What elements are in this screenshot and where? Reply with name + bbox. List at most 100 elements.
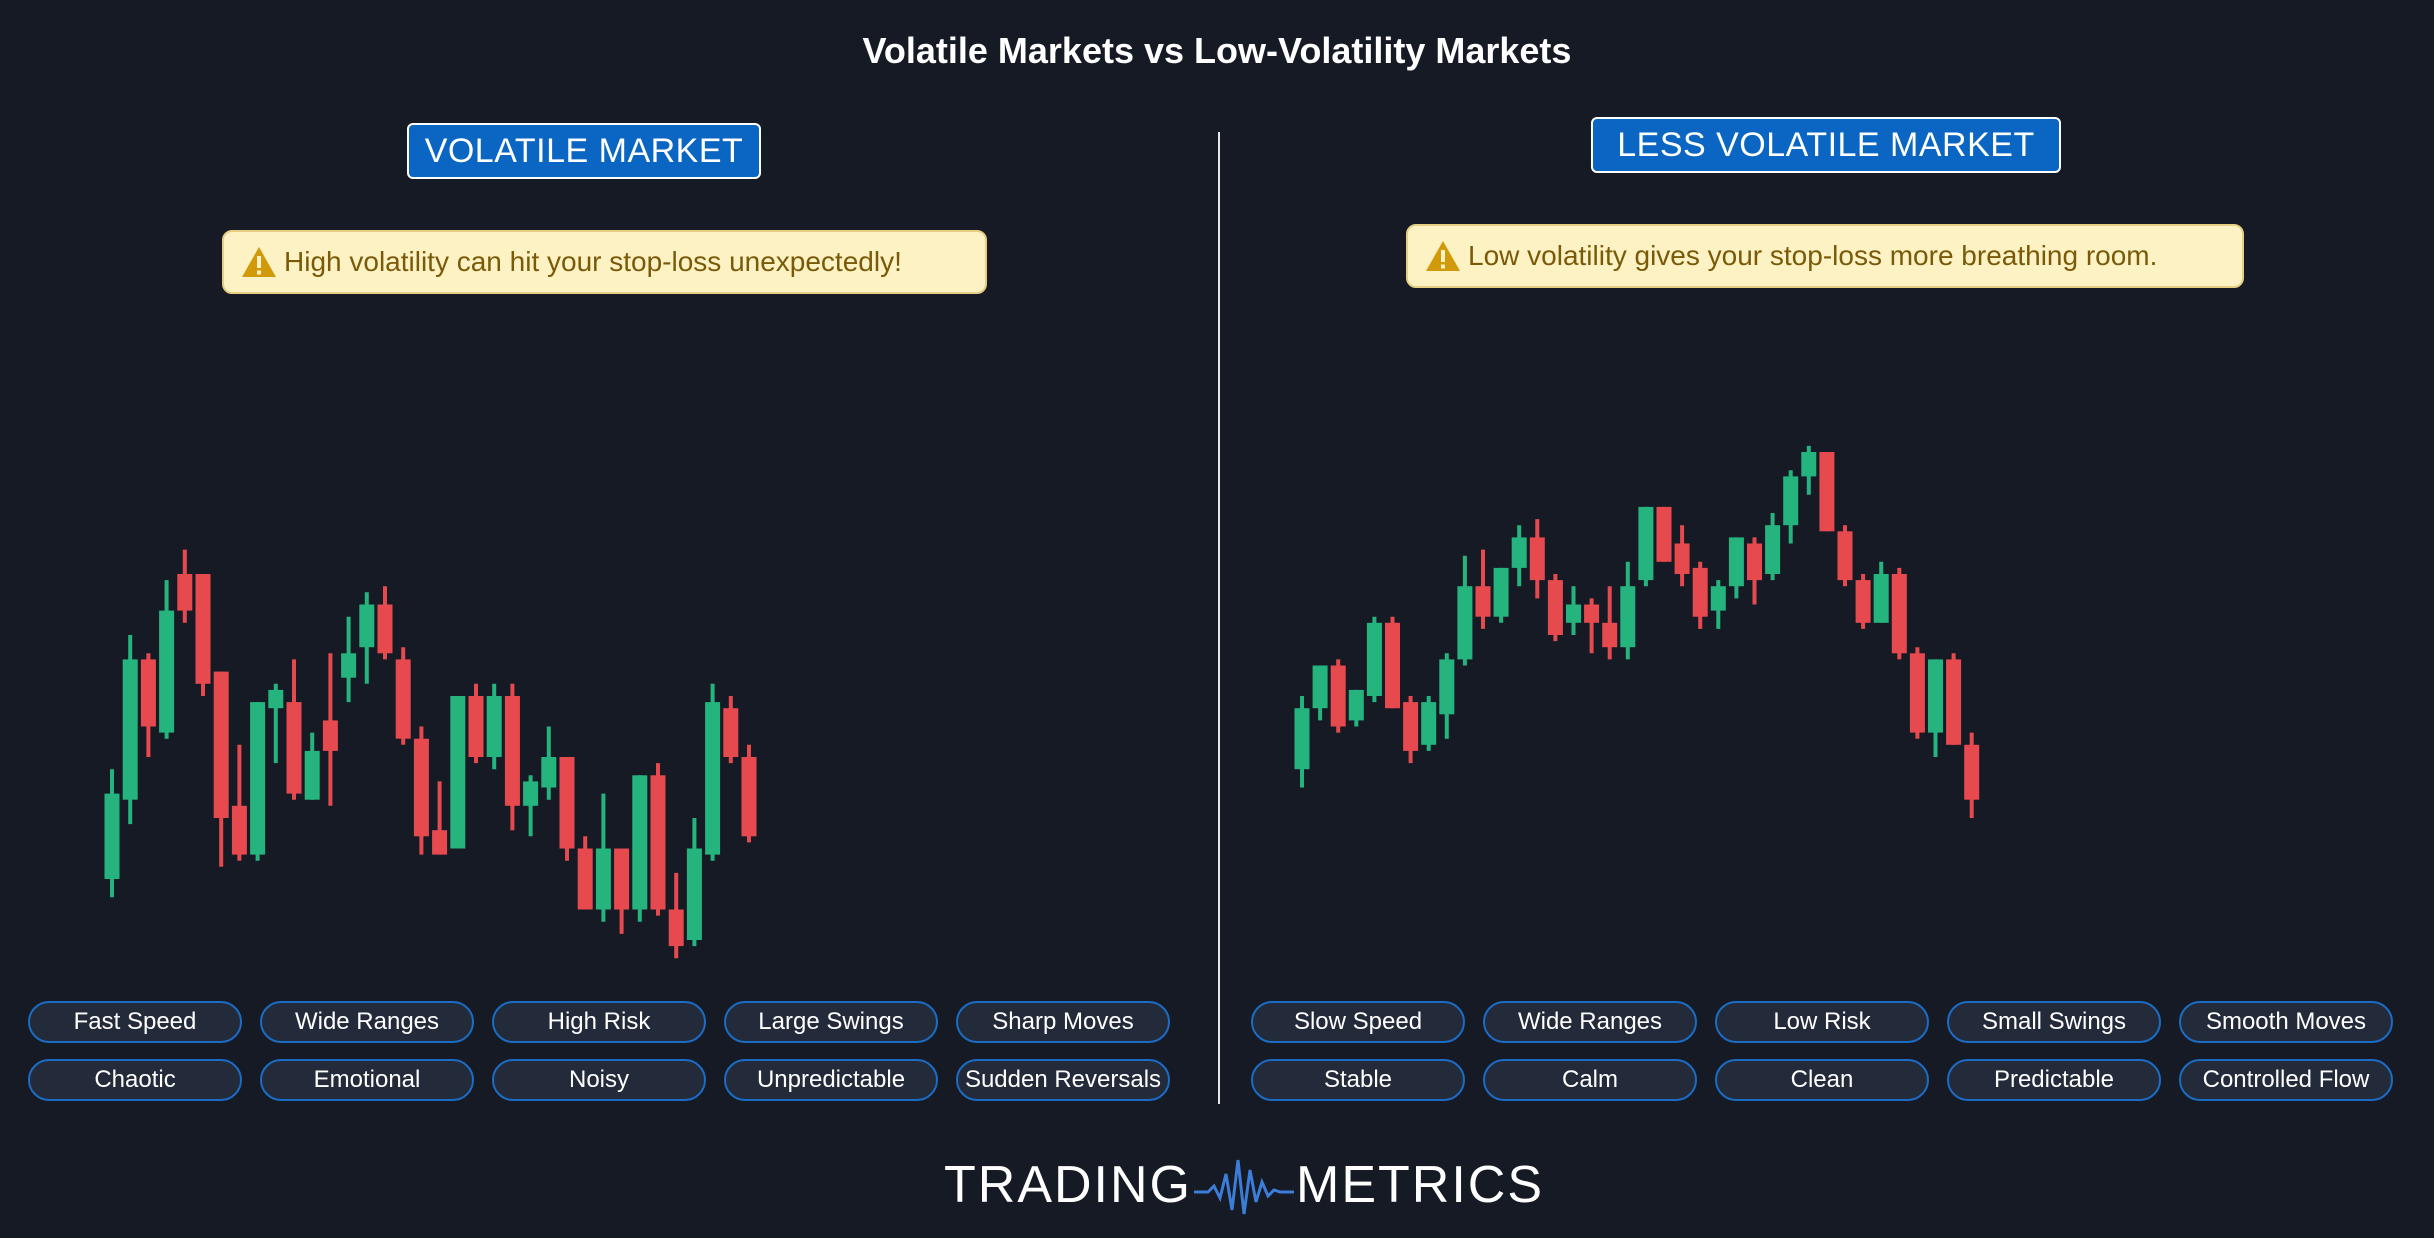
candle-body: [1385, 622, 1400, 709]
candle-body: [650, 775, 666, 910]
candle: [1964, 732, 1980, 818]
warning-text: High volatility can hit your stop-loss u…: [284, 246, 902, 277]
candle: [1493, 567, 1509, 623]
candle-body: [486, 696, 502, 757]
candle-body: [614, 848, 630, 910]
candle-body: [541, 757, 557, 788]
candle-body: [1891, 574, 1907, 654]
candle: [1747, 537, 1762, 605]
candle: [723, 696, 739, 764]
less-volatile-candlestick-chart: [1294, 445, 1980, 818]
candle: [523, 775, 539, 837]
tag-pill: Wide Ranges: [260, 1001, 474, 1043]
candle-body: [1439, 659, 1455, 715]
candle: [1692, 561, 1708, 629]
candle-body: [1946, 659, 1962, 745]
candle: [1819, 452, 1835, 532]
candle-body: [1837, 531, 1853, 581]
candle: [1366, 616, 1382, 703]
candle: [1475, 549, 1491, 629]
candle-body: [395, 659, 411, 739]
candle-body: [432, 830, 448, 855]
candle: [286, 659, 302, 800]
candle: [468, 683, 484, 764]
candle: [1928, 659, 1943, 757]
candle-body: [1602, 622, 1618, 648]
tag-pill: High Risk: [492, 1001, 706, 1043]
candle-body: [1964, 744, 1980, 800]
candle-body: [1765, 525, 1781, 574]
candle-body: [468, 696, 484, 757]
candle: [104, 769, 120, 898]
warning-icon: [1426, 241, 1460, 271]
candle-body: [723, 708, 739, 757]
candle-body: [1873, 574, 1889, 623]
candle: [1312, 665, 1328, 721]
candle-body: [231, 805, 247, 855]
candle: [668, 872, 684, 959]
candle-body: [1421, 702, 1437, 745]
candle-body: [1403, 702, 1419, 751]
candle: [195, 574, 211, 696]
tag-pill: Noisy: [492, 1059, 706, 1101]
candle: [395, 647, 411, 745]
candle: [595, 793, 611, 922]
candle: [1837, 525, 1853, 587]
candle-body: [1566, 604, 1581, 623]
warning-icon: [242, 247, 276, 277]
logo-text-right: METRICS: [1296, 1156, 1544, 1214]
candle-body: [1783, 476, 1799, 526]
tag-pill: Small Swings: [1947, 1001, 2161, 1043]
candle: [322, 653, 338, 806]
candle: [250, 702, 266, 861]
candle-body: [741, 757, 757, 837]
candle: [577, 836, 593, 910]
candle-body: [159, 610, 175, 733]
candle: [650, 763, 666, 916]
tag-pill: Unpredictable: [724, 1059, 938, 1101]
candle-body: [213, 671, 229, 818]
candle-body: [559, 757, 575, 849]
candle-body: [1493, 567, 1509, 617]
volatile-warning-banner: High volatility can hit your stop-loss u…: [222, 230, 987, 294]
candle-body: [577, 848, 593, 910]
candle: [231, 744, 247, 861]
candle: [177, 549, 193, 623]
candle: [741, 744, 757, 843]
candle-body: [341, 653, 357, 678]
candle-body: [1547, 580, 1563, 635]
candle-body: [140, 659, 156, 727]
candle-body: [1710, 586, 1726, 611]
candle: [1584, 598, 1600, 654]
candle-body: [1819, 452, 1835, 532]
candle: [686, 818, 702, 947]
candle-body: [1511, 537, 1527, 568]
less-volatile-warning-banner: Low volatility gives your stop-loss more…: [1406, 224, 2244, 288]
candle-body: [1692, 567, 1708, 617]
candle: [614, 848, 630, 934]
panel-divider: [1218, 132, 1220, 1104]
candle-body: [195, 574, 211, 684]
candle-body: [668, 909, 684, 947]
candle: [559, 757, 575, 861]
candle: [486, 683, 502, 770]
candle-body: [705, 702, 721, 855]
candle: [1330, 659, 1346, 733]
candle: [1710, 580, 1726, 629]
tag-pill: Chaotic: [28, 1059, 242, 1101]
candle-body: [1584, 604, 1600, 623]
candle: [541, 726, 557, 800]
candle: [341, 616, 357, 703]
candle-body: [595, 848, 611, 910]
candle-body: [1475, 586, 1491, 617]
candle: [1457, 555, 1473, 666]
candle: [1421, 696, 1437, 751]
candle: [1385, 616, 1400, 709]
candle-body: [1529, 537, 1545, 581]
candle: [1674, 525, 1690, 587]
candle: [159, 580, 175, 739]
tag-pill: Low Risk: [1715, 1001, 1929, 1043]
candle: [1873, 561, 1889, 623]
candle-body: [1638, 506, 1654, 581]
